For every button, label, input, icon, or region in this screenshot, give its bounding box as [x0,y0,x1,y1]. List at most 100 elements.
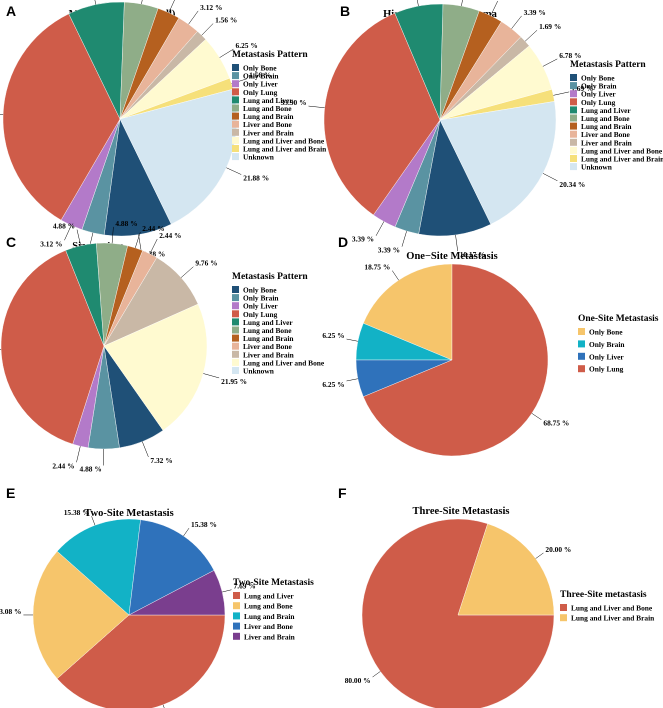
legend-label-c-only-brain: Only Brain [243,294,279,303]
data-label-c-5: 4.88 % [115,219,137,228]
label-leader-f-1 [535,552,544,559]
label-leader-e-0 [162,704,165,708]
legend-swatch-f-lung-and-liver-and-bone [560,604,567,611]
pie-slice-e-lung-and-liver [56,614,226,708]
legend-swatch-a-lung-and-liver-and-bone [232,136,239,144]
legend-label-c-only-bone: Only Bone [243,286,277,295]
data-label-d-2: 6.25 % [322,380,344,389]
label-leader-a-11 [226,167,242,175]
data-label-e-2: 15.38 % [64,508,90,517]
legend-swatch-e-liver-and-bone [233,622,240,630]
legend-label-e-lung-and-liver: Lung and Liver [244,592,294,601]
legend-swatch-c-liver-and-brain [232,350,239,358]
legend-label-b-only-bone: Only Bone [581,74,615,83]
data-label-c-2: 2.44 % [52,461,74,470]
legend-swatch-b-lung-and-bone [570,114,577,122]
data-label-d-1: 6.25 % [322,331,344,340]
label-leader-e-2 [91,516,96,526]
label-leader-c-0 [142,441,149,458]
label-leader-b-0 [455,234,458,252]
label-leader-e-3 [183,527,190,537]
panel-letter-f: F [338,485,347,501]
data-label-a-9: 6.25 % [236,41,258,50]
legend-label-a-liver-and-bone: Liver and Bone [243,120,292,129]
legend-title-e: Two-Site Metastasis [233,578,314,588]
legend-label-b-liver-and-bone: Liver and Bone [581,130,630,139]
legend-swatch-b-lung-and-liver-and-bone [570,146,577,154]
legend-swatch-d-only-lung [578,365,585,373]
legend-label-d-only-brain: Only Brain [589,340,625,349]
panel-letter-b: B [340,3,350,19]
label-leader-c-7 [149,238,158,254]
data-label-f-1: 20.00 % [545,545,571,554]
pie-slice-f-lung-and-liver-and-brain [457,523,555,616]
legend-swatch-c-only-brain [232,294,239,302]
legend-label-b-lung-and-liver-and-bone: Lung and Liver and Bone [581,146,663,155]
legend-label-b-only-lung: Only Lung [581,98,616,107]
data-label-a-11: 21.88 % [243,174,269,183]
legend-swatch-c-lung-and-liver-and-bone [232,358,239,366]
legend-swatch-b-unknown [570,163,577,171]
legend-swatch-b-liver-and-bone [570,130,577,138]
legend-label-e-lung-and-bone: Lung and Bone [244,602,293,611]
legend-swatch-c-only-bone [232,286,239,293]
legend-label-c-lung-and-liver: Lung and Liver [243,318,293,327]
data-label-b-9: 6.78 % [559,51,581,60]
data-label-c-4: 4.88 % [53,222,75,231]
label-leader-b-4 [417,0,419,7]
label-leader-b-7 [511,15,522,29]
legend-swatch-c-lung-and-bone [232,326,239,334]
label-leader-a-3 [0,114,4,115]
legend-swatch-a-liver-and-brain [232,128,239,136]
label-leader-a-5 [141,0,143,5]
legend-label-a-only-brain: Only Brain [243,72,279,81]
legend-label-b-unknown: Unknown [581,163,612,172]
legend-label-d-only-lung: Only Lung [589,365,624,374]
label-leader-c-8 [180,266,194,278]
data-label-b-0: 10.17 % [460,250,486,259]
data-label-a-7: 3.12 % [200,3,222,12]
legend-swatch-a-lung-and-bone [232,104,239,112]
pie-slice-a-only-lung [2,13,121,221]
label-leader-a-7 [188,10,199,25]
label-leader-a-6 [168,0,175,13]
data-label-b-2: 3.39 % [352,235,374,244]
pie-panel-c: CSize: > 4cm7.32 %4.88 %2.44 %39.02 %4.8… [0,219,325,473]
legend-swatch-b-lung-and-liver-and-brain [570,155,577,162]
legend-label-c-lung-and-brain: Lung and Brain [243,334,294,343]
label-leader-b-10 [553,91,570,96]
legend-swatch-e-lung-and-liver [233,592,240,599]
chart-title-e: Two-Site Metastasis [84,508,173,519]
data-label-c-8: 9.76 % [195,259,217,268]
panel-letter-c: C [6,234,16,250]
pie-panel-a: AMetastasis Pattern (All)9.38 %3.12 %3.1… [0,0,326,259]
label-leader-c-9 [203,373,220,379]
legend-title-a: Metastasis Pattern [232,50,308,60]
label-leader-b-11 [542,173,558,182]
legend-swatch-c-only-liver [232,302,239,310]
data-label-b-3: 33.90 % [281,98,307,107]
legend-swatch-a-only-liver [232,80,239,88]
legend-swatch-f-lung-and-liver-and-brain [560,614,567,622]
legend-swatch-d-only-liver [578,352,585,360]
legend-swatch-a-liver-and-bone [232,120,239,128]
panel-letter-e: E [6,485,15,501]
label-leader-c-2 [76,446,81,463]
label-leader-c-5 [111,226,114,244]
legend-label-b-lung-and-liver: Lung and Liver [581,106,631,115]
legend-swatch-a-unknown [232,153,239,161]
legend-swatch-e-liver-and-brain [233,632,240,640]
label-leader-a-9 [219,48,234,58]
legend-swatch-c-lung-and-brain [232,334,239,342]
data-label-a-10: 1.56 % [249,71,271,80]
label-leader-d-3 [531,413,542,420]
legend-label-d-only-bone: Only Bone [589,328,623,337]
panel-letter-d: D [338,234,348,250]
legend-swatch-a-lung-and-liver-and-brain [232,145,239,152]
chart-title-f: Three-Site Metastasis [413,506,510,517]
legend-label-c-liver-and-bone: Liver and Bone [243,342,292,351]
legend-swatch-e-lung-and-bone [233,602,240,610]
